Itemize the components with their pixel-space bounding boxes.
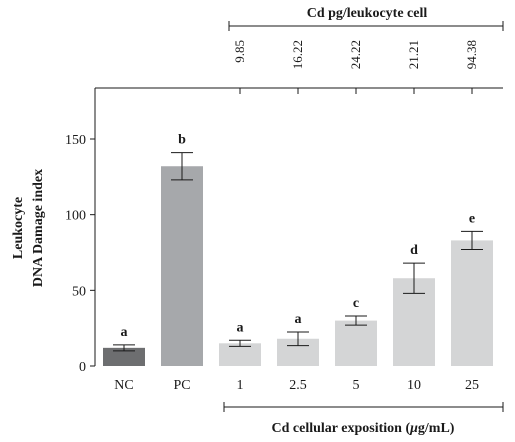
x-tick-label-1: 1 bbox=[237, 378, 244, 393]
y-axis-title-line1: Leukocyte bbox=[11, 197, 26, 259]
y-tick-label-150: 150 bbox=[65, 133, 86, 148]
top-axis-value-4: 94.38 bbox=[464, 40, 479, 69]
significance-label-25: e bbox=[469, 211, 475, 226]
top-axis-value-3: 21.21 bbox=[406, 40, 421, 69]
significance-label-PC: b bbox=[178, 133, 186, 148]
bar-PC bbox=[161, 166, 203, 366]
top-axis-value-2: 24.22 bbox=[348, 40, 363, 69]
x-ticks-layer: NC PC 1 2.5 5 10 25 bbox=[114, 378, 479, 393]
significance-label-1: a bbox=[237, 320, 244, 335]
significance-label-NC: a bbox=[121, 325, 128, 340]
bar-25 bbox=[451, 240, 493, 366]
y-tick-label-100: 100 bbox=[65, 209, 86, 224]
x-tick-label-NC: NC bbox=[114, 378, 133, 393]
bar-NC bbox=[103, 347, 145, 366]
x-tick-label-10: 10 bbox=[407, 378, 421, 393]
y-tick-label-50: 50 bbox=[72, 284, 86, 299]
error-bars-layer bbox=[113, 152, 483, 352]
x-tick-label-2.5: 2.5 bbox=[289, 378, 307, 393]
x-tick-label-PC: PC bbox=[173, 378, 190, 393]
y-ticks-layer: 0 50 100 150 bbox=[65, 133, 95, 375]
x-axis-title: Cd cellular exposition (μg/mL) bbox=[272, 421, 455, 436]
top-axis-value-0: 9.85 bbox=[232, 40, 247, 63]
bar-1 bbox=[219, 343, 261, 366]
significance-label-10: d bbox=[410, 243, 418, 258]
y-tick-label-0: 0 bbox=[79, 360, 86, 375]
x-axis-title-mu: μ bbox=[409, 421, 418, 436]
top-axis-title: Cd pg/leukocyte cell bbox=[307, 6, 428, 21]
x-tick-label-25: 25 bbox=[465, 378, 479, 393]
significance-label-2.5: a bbox=[295, 312, 302, 327]
significance-label-5: c bbox=[353, 296, 359, 311]
x-tick-label-5: 5 bbox=[353, 378, 360, 393]
x-axis-title-suffix: g/mL) bbox=[418, 421, 455, 436]
x-axis-title-prefix: Cd cellular exposition ( bbox=[272, 421, 411, 436]
top-axis-value-1: 16.22 bbox=[290, 40, 305, 69]
top-axis-ticks-layer: 9.85 16.22 24.22 21.21 94.38 bbox=[232, 40, 479, 94]
y-axis-title-line2: DNA Damage index bbox=[31, 169, 46, 287]
significance-labels-layer: a b a a c d e bbox=[121, 133, 476, 340]
bar-5 bbox=[335, 320, 377, 366]
